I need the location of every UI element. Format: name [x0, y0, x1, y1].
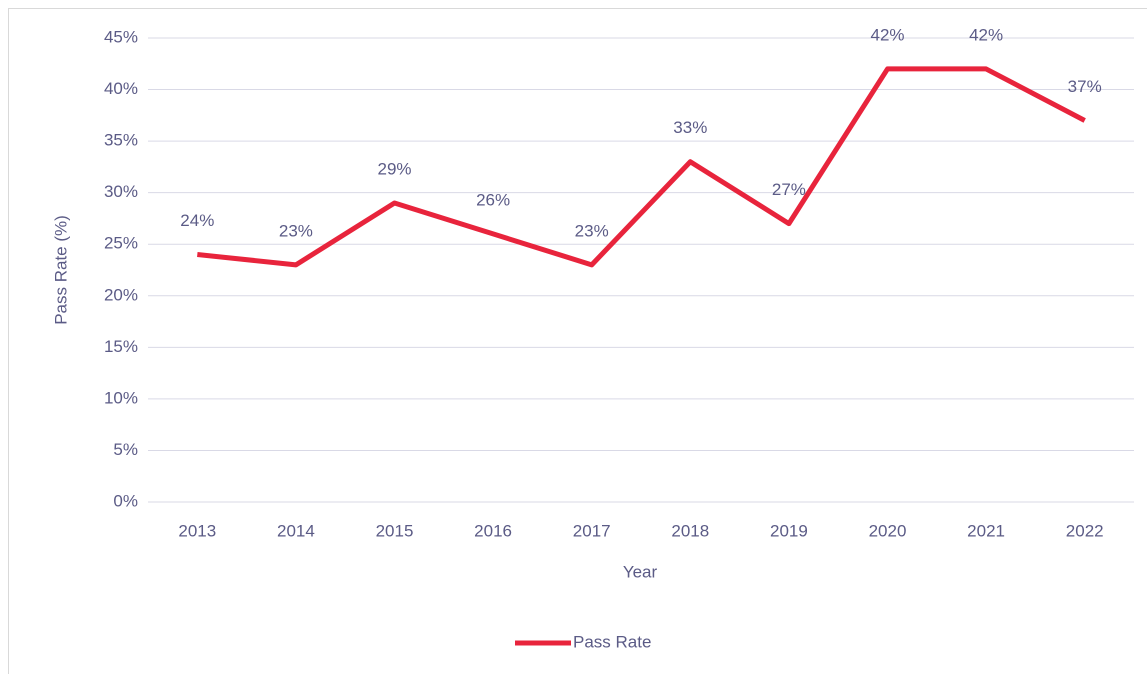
legend-label: Pass Rate: [573, 632, 651, 651]
y-tick-label: 30%: [104, 182, 138, 201]
y-tick-label: 45%: [104, 27, 138, 46]
data-label: 33%: [673, 118, 707, 137]
x-tick-label: 2015: [376, 521, 414, 540]
x-axis-title: Year: [623, 562, 658, 581]
x-tick-label: 2013: [178, 521, 216, 540]
y-tick-label: 10%: [104, 388, 138, 407]
data-label: 24%: [180, 211, 214, 230]
y-tick-label: 40%: [104, 79, 138, 98]
x-tick-label: 2016: [474, 521, 512, 540]
y-tick-label: 5%: [113, 440, 138, 459]
data-label: 29%: [377, 159, 411, 178]
data-label: 42%: [969, 25, 1003, 44]
data-label: 23%: [279, 221, 313, 240]
x-tick-label: 2020: [869, 521, 907, 540]
y-tick-label: 0%: [113, 491, 138, 510]
y-axis-title: Pass Rate (%): [51, 215, 70, 325]
data-label: 23%: [575, 221, 609, 240]
data-label: 42%: [870, 25, 904, 44]
data-label: 27%: [772, 180, 806, 199]
y-tick-label: 25%: [104, 234, 138, 253]
y-tick-label: 35%: [104, 131, 138, 150]
y-tick-label: 20%: [104, 285, 138, 304]
chart-border: [8, 8, 1147, 674]
x-tick-label: 2018: [671, 521, 709, 540]
data-label: 26%: [476, 190, 510, 209]
line-series: [197, 66, 1086, 268]
x-tick-label: 2014: [277, 521, 315, 540]
x-tick-label: 2019: [770, 521, 808, 540]
data-label: 37%: [1068, 77, 1102, 96]
x-tick-label: 2022: [1066, 521, 1104, 540]
y-tick-label: 15%: [104, 337, 138, 356]
x-tick-label: 2017: [573, 521, 611, 540]
x-tick-label: 2021: [967, 521, 1005, 540]
